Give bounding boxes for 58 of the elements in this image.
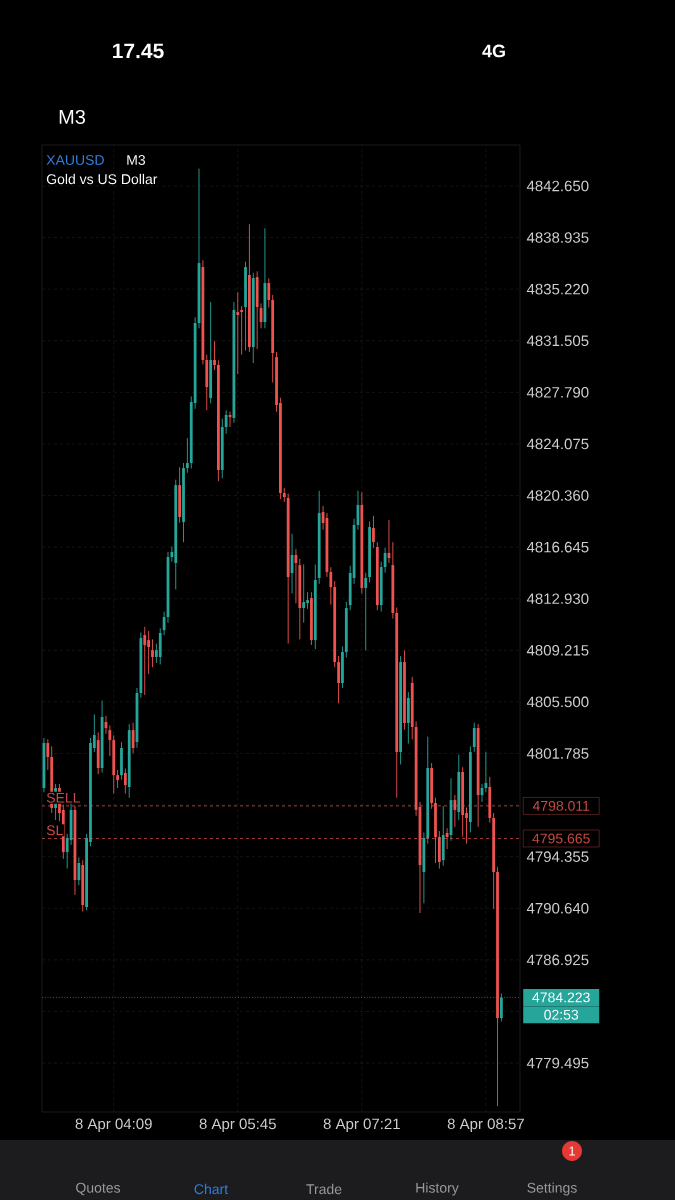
candlestick xyxy=(236,291,240,375)
text: Trade xyxy=(306,1183,342,1195)
candlestick xyxy=(337,655,340,704)
y-tick-label: 4805.500 xyxy=(526,696,589,708)
y-tick-label: 4842.650 xyxy=(526,180,589,192)
x-tick-label: 8 Apr 04:09 xyxy=(75,1118,152,1133)
candlestick xyxy=(472,722,476,753)
candlestick xyxy=(46,738,50,771)
y-tick-label: 4801.785 xyxy=(526,748,589,759)
candlestick xyxy=(185,437,189,474)
candlestick xyxy=(453,794,457,828)
text: Settings xyxy=(527,1182,577,1196)
y-tick-label: 4812.930 xyxy=(526,593,589,605)
candlestick xyxy=(364,572,368,651)
candlestick xyxy=(306,591,309,610)
candlestick xyxy=(77,856,81,886)
candlestick xyxy=(372,515,375,549)
candlestick xyxy=(123,768,127,794)
y-tick-label: 4794.355 xyxy=(526,851,589,862)
text: Gold vs US Dollar xyxy=(46,173,158,185)
candlestick xyxy=(213,340,216,371)
y-tick-label: 4835.220 xyxy=(526,283,589,295)
candlestick xyxy=(267,277,271,308)
candlestick xyxy=(302,563,306,624)
text: 4798.011 xyxy=(532,800,590,811)
y-tick-label: 4824.075 xyxy=(526,438,589,450)
ref-line-label: SL xyxy=(46,825,63,836)
text: History xyxy=(416,1182,459,1196)
text: Chart xyxy=(194,1183,229,1195)
text: 1 xyxy=(569,1146,575,1156)
x-tick-label: 8 Apr 08:57 xyxy=(447,1118,524,1133)
y-tick-label: 4838.935 xyxy=(526,232,589,243)
candlestick xyxy=(445,827,449,850)
y-tick-label: 4790.640 xyxy=(526,902,589,914)
text: 4G xyxy=(482,44,505,58)
x-tick-label: 8 Apr 05:45 xyxy=(199,1118,276,1133)
x-tick-label: 8 Apr 07:21 xyxy=(323,1118,400,1133)
y-tick-label: 4779.495 xyxy=(526,1057,589,1069)
candlestick xyxy=(116,769,119,789)
text: XAUUSD xyxy=(46,155,104,165)
text: 4795.665 xyxy=(532,833,590,844)
y-tick-label: 4827.790 xyxy=(526,387,589,398)
text: 17.45 xyxy=(113,43,164,59)
candlestick xyxy=(143,626,147,696)
y-tick-label: 4809.215 xyxy=(526,644,589,656)
text: 4784.223 xyxy=(532,992,590,1003)
text: Quotes xyxy=(76,1182,121,1196)
ref-line-label: SELL xyxy=(46,792,80,803)
candlestick xyxy=(240,305,244,356)
candlestick xyxy=(151,638,154,668)
text: M3 xyxy=(59,109,86,125)
y-tick-label: 4786.925 xyxy=(526,954,589,966)
annotation: M3 xyxy=(127,155,146,165)
candlestick xyxy=(147,630,151,675)
y-tick-label: 4820.360 xyxy=(526,490,589,501)
y-tick-label: 4816.645 xyxy=(526,541,589,553)
text: 02:53 xyxy=(544,1009,579,1020)
y-tick-label: 4831.505 xyxy=(526,335,589,347)
